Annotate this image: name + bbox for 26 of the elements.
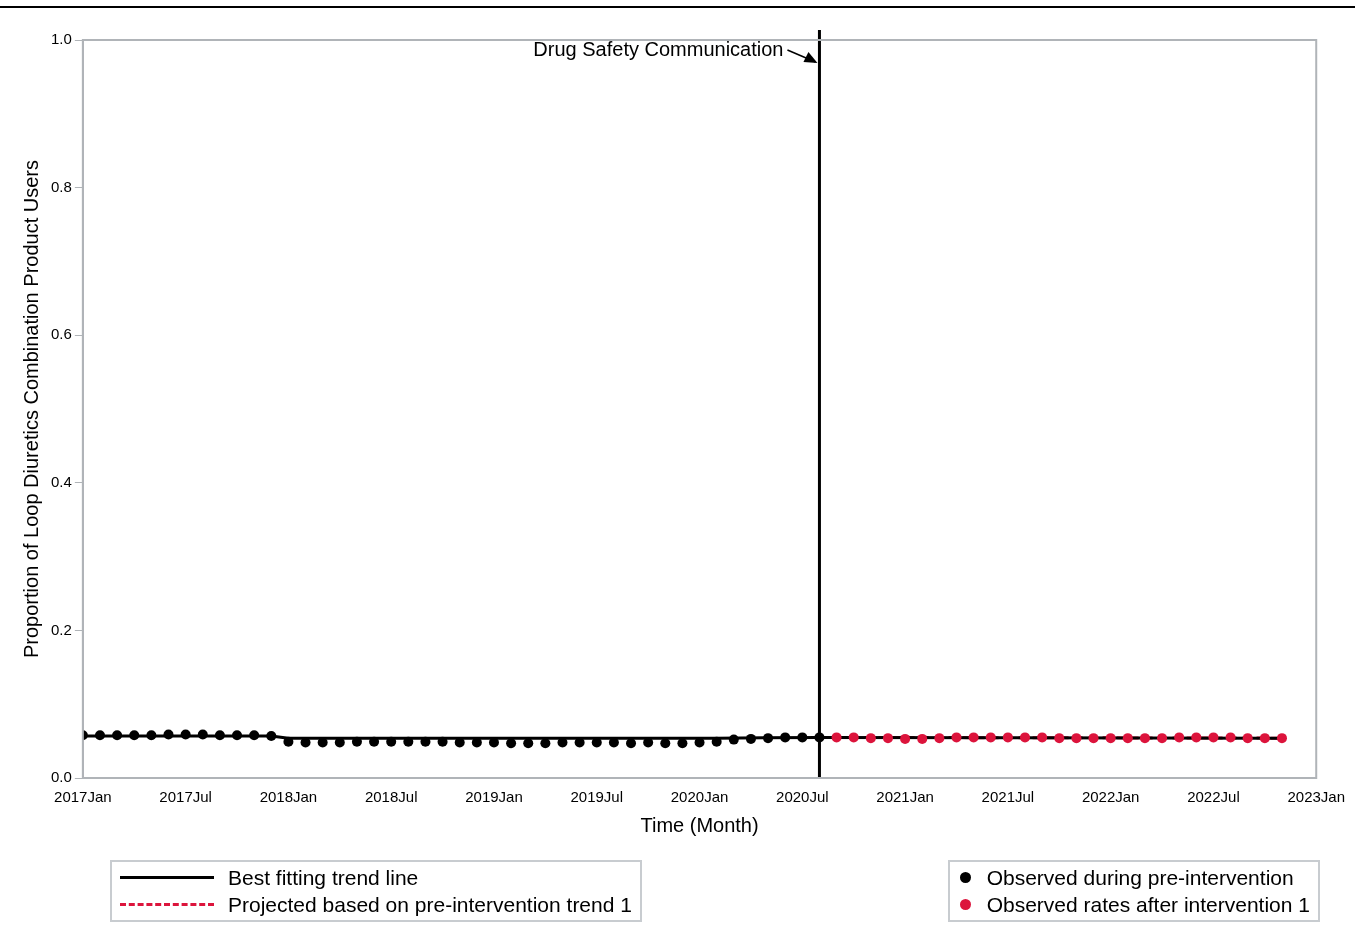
x-tick-label: 2021Jul — [981, 788, 1035, 806]
legend-label: Projected based on pre-intervention trend 1 — [228, 892, 632, 918]
x-tick-label: 2022Jan — [1081, 788, 1140, 806]
y-tick-label: 0.4 — [50, 472, 72, 490]
x-tick-label: 2022Jul — [1187, 788, 1240, 806]
legend-label: Best fitting trend line — [228, 865, 419, 891]
x-axis-title: Time (Month) — [640, 813, 759, 836]
y-axis-title: Proportion of Loop Diuretics Combination Product Users — [19, 159, 42, 659]
x-tick-label: 2019Jan — [465, 788, 523, 806]
y-tick-label: 0.8 — [50, 177, 72, 195]
x-tick-label: 2018Jan — [259, 788, 318, 806]
x-tick-label: 2020Jul — [776, 788, 829, 806]
x-tick-label: 2023Jan — [1287, 788, 1345, 806]
legend-label: Observed during pre-intervention — [986, 865, 1294, 891]
legend-label: Observed rates after intervention 1 — [986, 892, 1310, 918]
x-tick-label: 2020Jan — [670, 788, 729, 806]
x-tick-label: 2018Jul — [364, 788, 418, 806]
ref-line-label: Drug Safety Communication — [533, 37, 784, 60]
x-tick-label: 2021Jan — [876, 788, 934, 806]
y-tick-label: 1.0 — [50, 30, 72, 48]
y-tick-label: 0.0 — [50, 768, 72, 786]
x-tick-label: 2017Jul — [159, 788, 212, 806]
y-tick-label: 0.6 — [50, 325, 72, 343]
y-tick-label: 0.2 — [50, 620, 72, 638]
x-tick-label: 2017Jan — [54, 788, 112, 806]
x-tick-label: 2019Jul — [570, 788, 624, 806]
